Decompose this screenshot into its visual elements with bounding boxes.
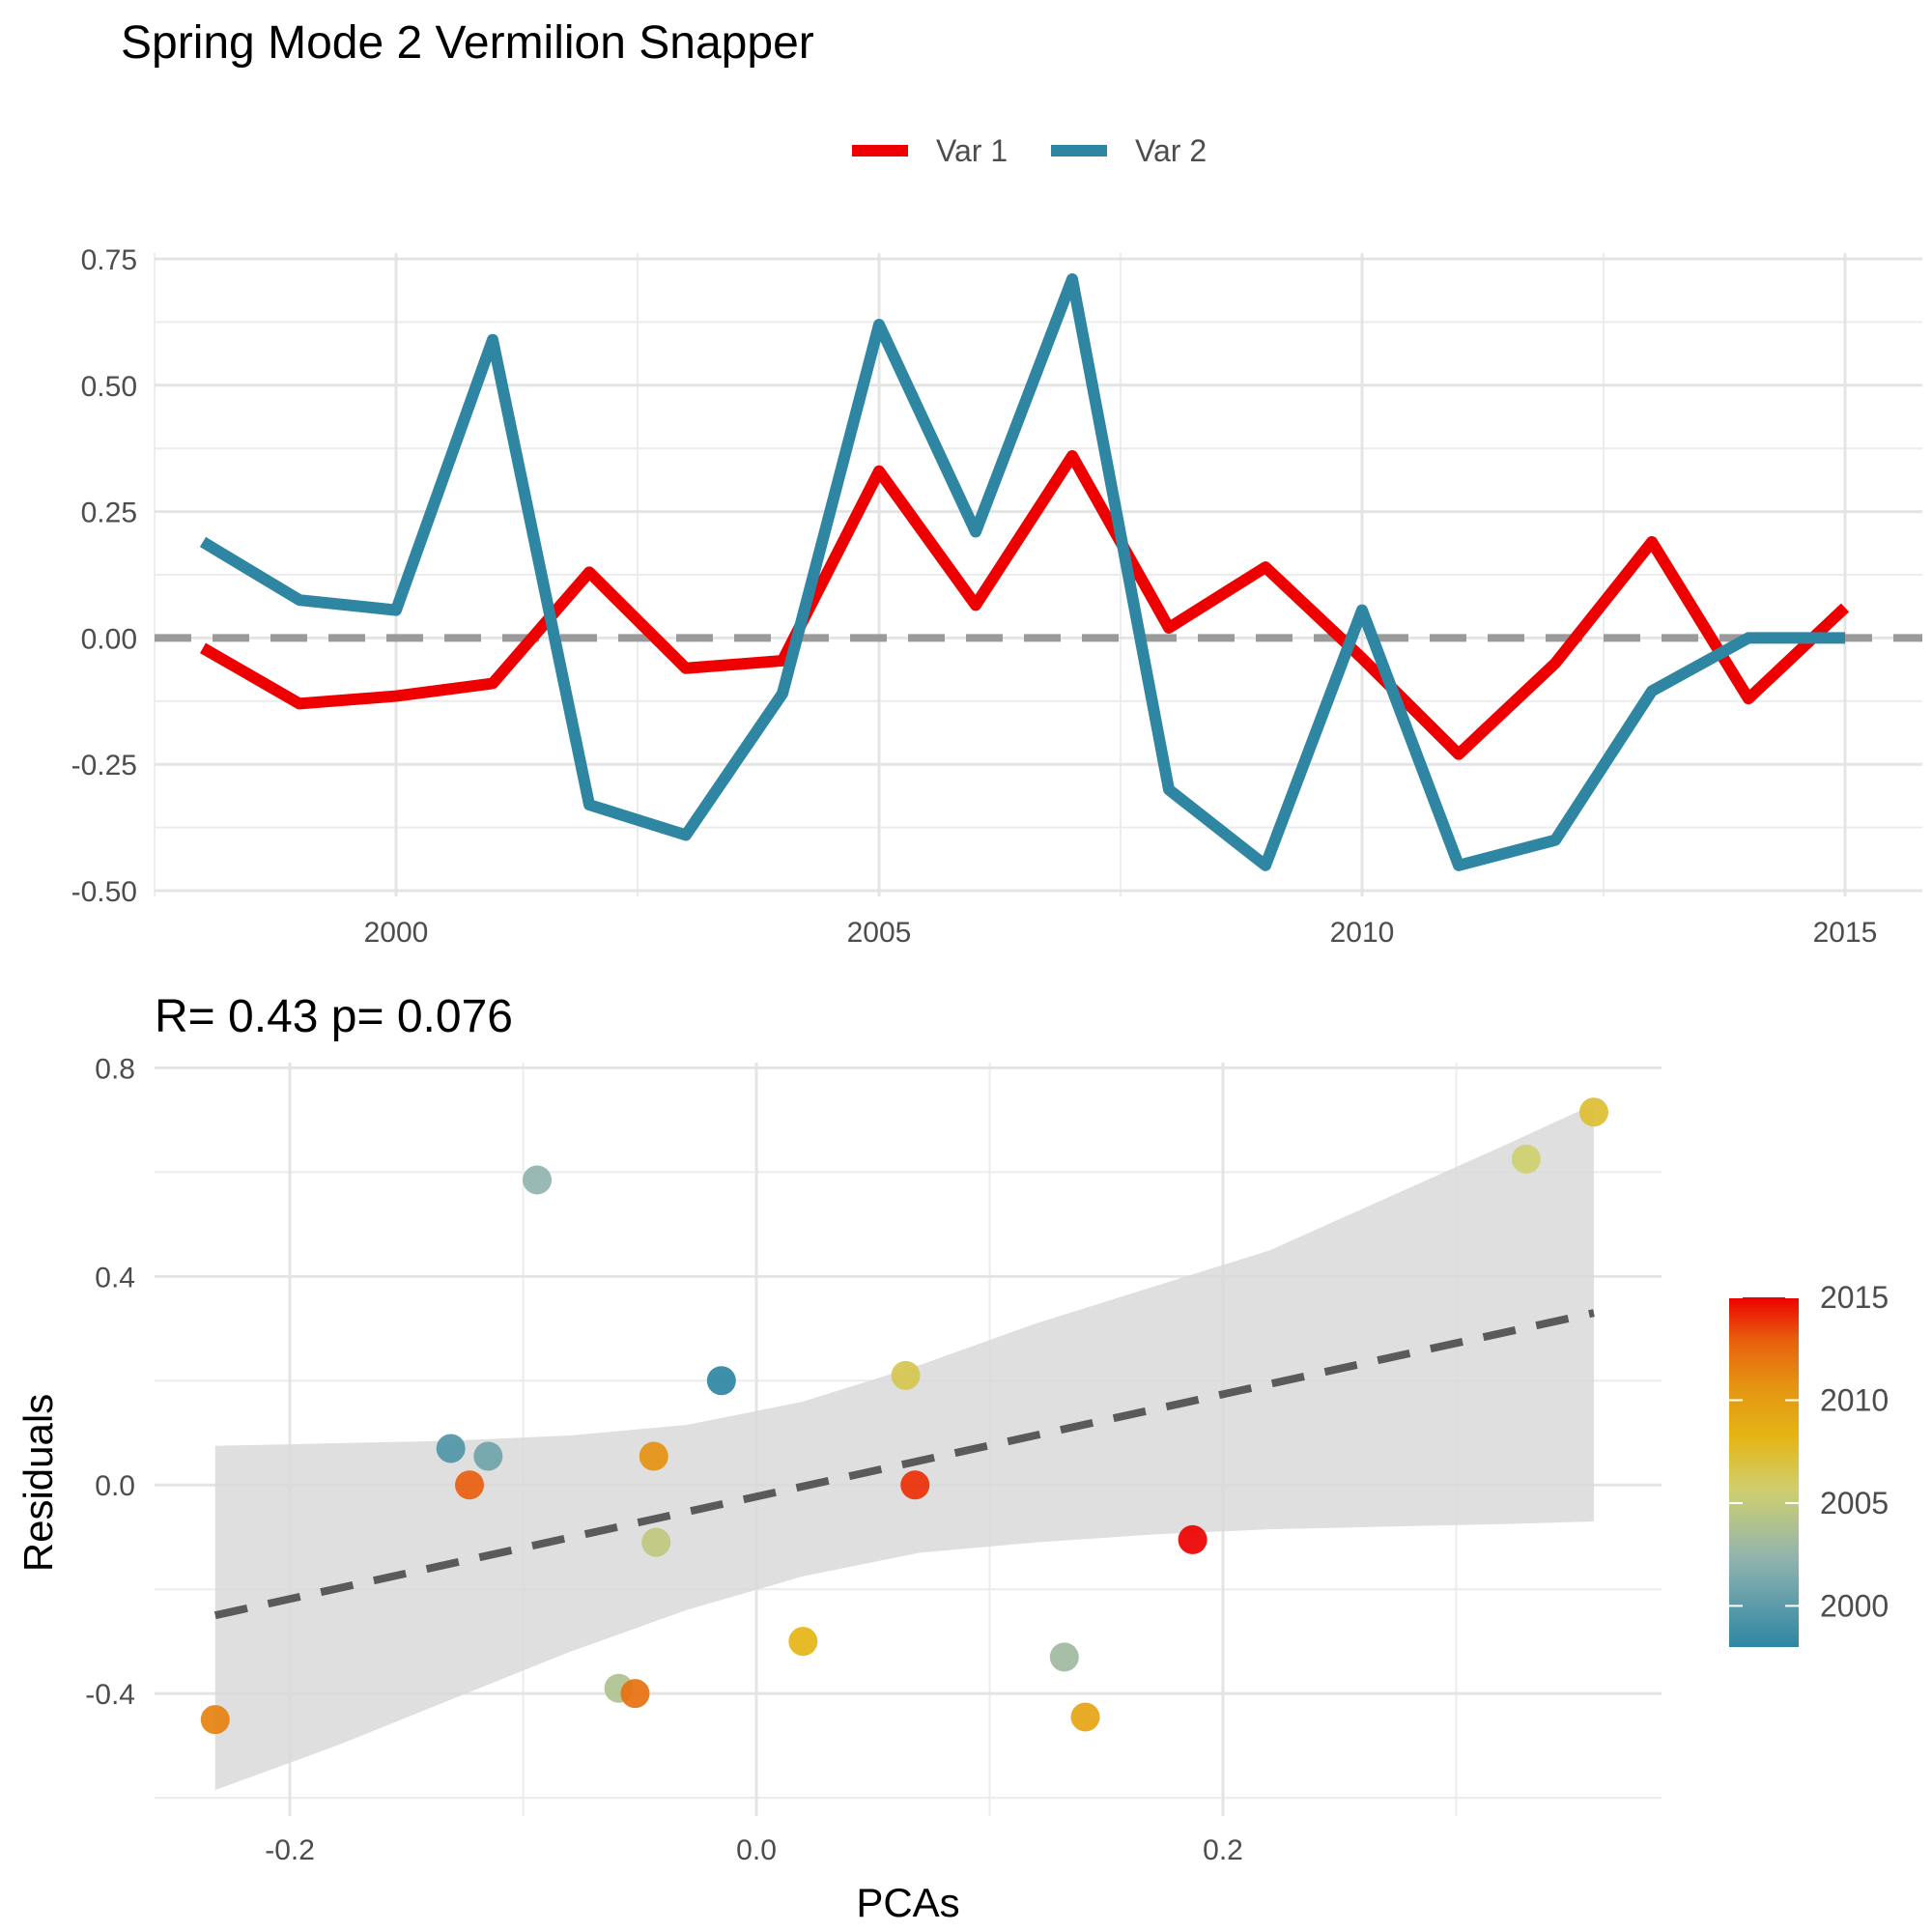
- scatter-point: [1578, 1097, 1608, 1127]
- x-tick-label: 2005: [847, 917, 912, 949]
- y-tick-label: 0.75: [81, 244, 137, 276]
- y-tick-label: 0.50: [81, 371, 137, 403]
- scatter-point: [1070, 1702, 1100, 1732]
- year-colorbar: 2015 2010 2005 2000: [1729, 1280, 1889, 1647]
- scatter-points: [200, 1097, 1608, 1735]
- colorbar-gradient: [1729, 1297, 1799, 1647]
- line-chart-panel: -0.50-0.250.000.250.500.75 2000 2005 2010 2…: [71, 244, 1922, 949]
- scatter-point: [1511, 1144, 1541, 1174]
- scatter-point: [641, 1527, 671, 1557]
- scatter-point: [620, 1679, 650, 1709]
- y-tick-label: -0.50: [71, 876, 137, 908]
- line-chart-x-tick-labels: 2000 2005 2010 2015: [364, 917, 1878, 949]
- scatter-x-tick-labels: -0.2 0.0 0.2: [265, 1834, 1243, 1866]
- scatter-point: [523, 1165, 553, 1195]
- x-tick-label: 2000: [364, 917, 429, 949]
- colorbar-label: 2000: [1820, 1588, 1889, 1623]
- chart-title: Spring Mode 2 Vermilion Snapper: [121, 17, 814, 69]
- confidence-band: [214, 1104, 1594, 1791]
- x-tick-label: 2010: [1330, 917, 1395, 949]
- stats-title: R= 0.43 p= 0.076: [155, 991, 513, 1042]
- y-tick-label: 0.0: [95, 1470, 135, 1502]
- x-tick-label: 0.2: [1203, 1834, 1243, 1866]
- line-chart-y-tick-labels: -0.50 -0.25 0.00 0.25 0.50 0.75: [71, 244, 137, 908]
- legend-label-var1: Var 1: [936, 133, 1008, 168]
- x-tick-label: 0.0: [736, 1834, 777, 1866]
- y-tick-label: -0.4: [85, 1679, 135, 1711]
- scatter-point: [473, 1441, 503, 1471]
- y-tick-label: 0.25: [81, 497, 137, 529]
- series-line-var1: [200, 450, 1850, 760]
- line-series-group: [199, 272, 1850, 871]
- scatter-y-tick-labels: -0.4 0.0 0.4 0.8: [85, 1053, 135, 1711]
- y-tick-label: 0.4: [95, 1262, 135, 1293]
- scatter-point: [706, 1366, 736, 1396]
- x-tick-label: 2015: [1813, 917, 1878, 949]
- y-axis-label: Residuals: [15, 1394, 61, 1572]
- line-chart-minor-grid: [154, 253, 1922, 896]
- scatter-point: [639, 1441, 668, 1471]
- scatter-point: [455, 1470, 485, 1500]
- scatter-point: [900, 1470, 930, 1500]
- colorbar-label: 2010: [1820, 1382, 1889, 1417]
- legend: Var 1 Var 2: [852, 133, 1207, 168]
- x-tick-label: -0.2: [265, 1834, 315, 1866]
- colorbar-label: 2005: [1820, 1486, 1889, 1520]
- scatter-point: [788, 1627, 818, 1657]
- colorbar-label: 2015: [1820, 1280, 1889, 1315]
- series-line-var2: [199, 272, 1845, 871]
- legend-label-var2: Var 2: [1135, 133, 1207, 168]
- scatter-point: [200, 1705, 230, 1735]
- y-tick-label: 0.00: [81, 623, 137, 655]
- scatter-point: [1178, 1524, 1208, 1554]
- scatter-point: [891, 1360, 921, 1390]
- x-axis-label: PCAs: [856, 1880, 959, 1925]
- y-tick-label: 0.8: [95, 1053, 135, 1085]
- regression-fit-line: [213, 1309, 1595, 1620]
- colorbar-ticks: 2015 2010 2005 2000: [1729, 1280, 1889, 1623]
- y-tick-label: -0.25: [71, 750, 137, 781]
- scatter-panel: -0.4 0.0 0.4 0.8 -0.2 0.0 0.2 PCAs Residuals: [15, 1053, 1662, 1925]
- scatter-point: [1049, 1642, 1079, 1672]
- scatter-point: [436, 1434, 466, 1463]
